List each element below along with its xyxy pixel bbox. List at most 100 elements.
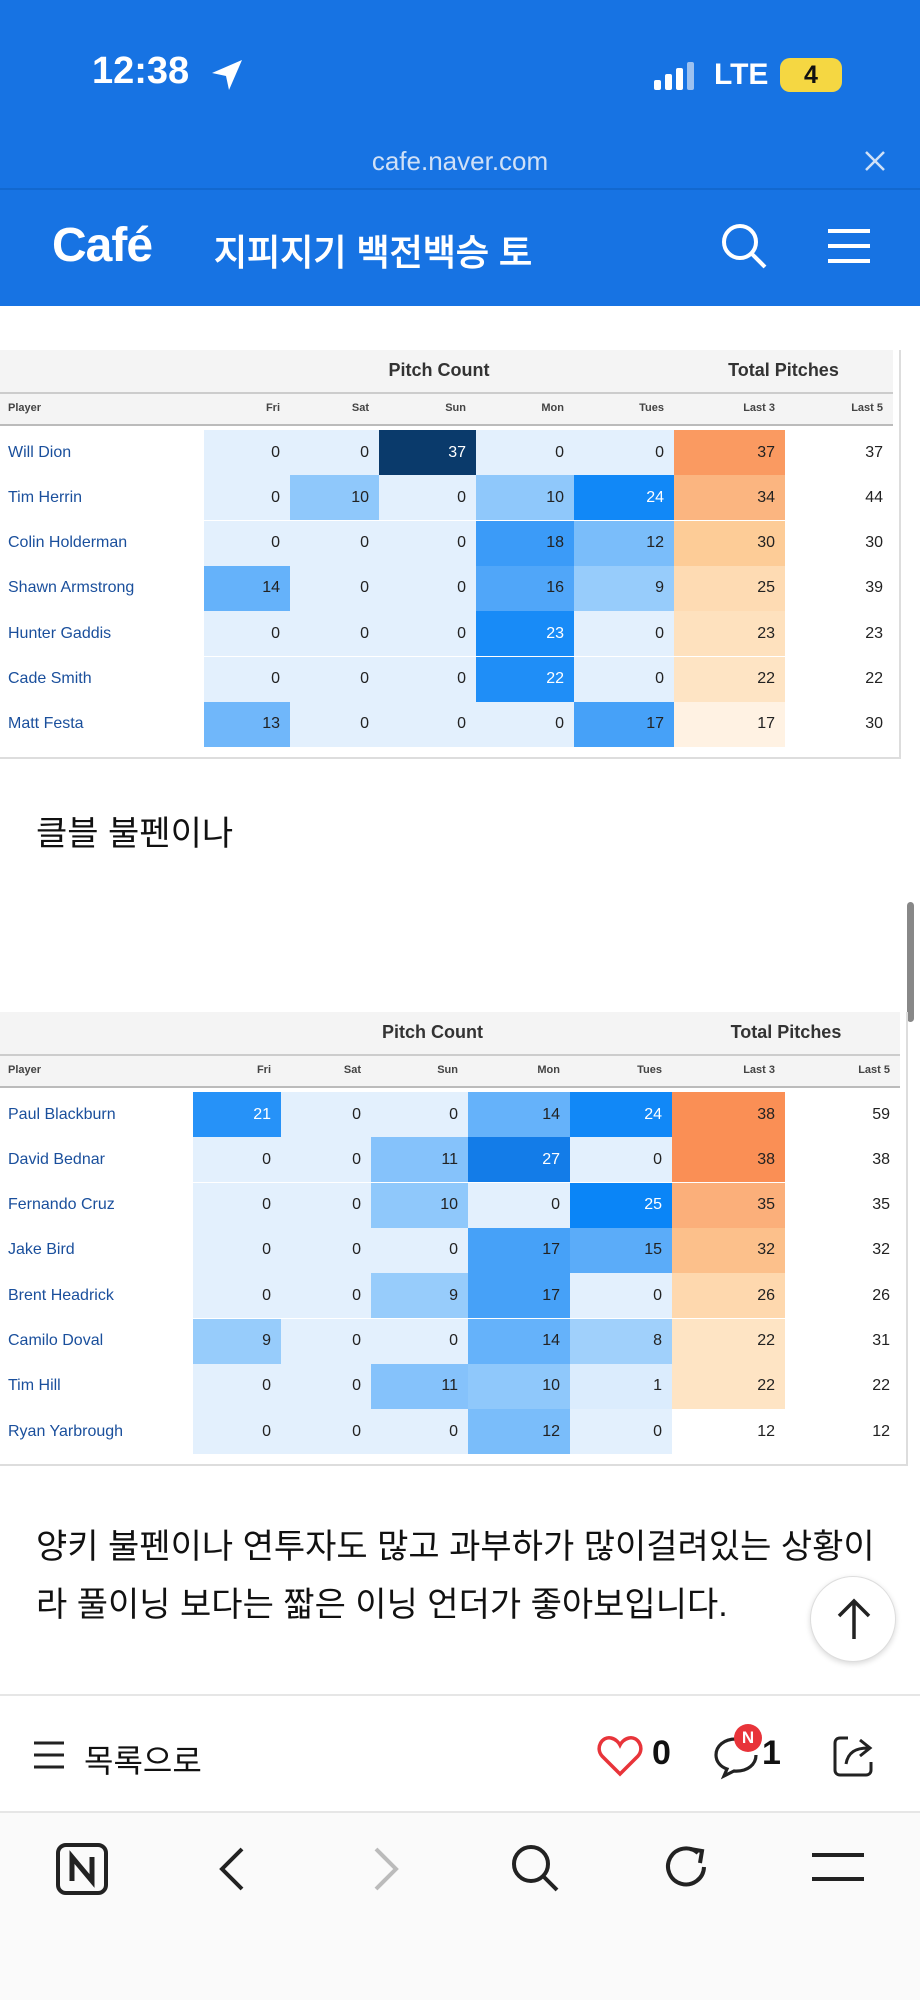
- table-cell: 44: [865, 488, 883, 506]
- table-cell: 0: [371, 1092, 468, 1137]
- table-cell: 32: [872, 1241, 890, 1259]
- cafe-title[interactable]: 지피지기 백전백승 토: [214, 232, 533, 273]
- table-cell: 0: [204, 656, 290, 702]
- table-cell: 0: [281, 1409, 371, 1455]
- table-cell: 0: [281, 1092, 371, 1137]
- table-cell: 22: [476, 656, 574, 702]
- table-cell: 12: [574, 520, 674, 566]
- player-name: Jake Bird: [8, 1241, 75, 1259]
- scroll-top-button[interactable]: [810, 1576, 896, 1662]
- column-header: Sun: [445, 402, 466, 414]
- column-header: Sat: [351, 402, 369, 414]
- table-cell: 17: [574, 701, 674, 747]
- table-cell: 21: [193, 1092, 281, 1137]
- comment-count: 1: [762, 1734, 781, 1772]
- table-cell: 37: [865, 443, 883, 461]
- table-cell: 38: [672, 1092, 785, 1137]
- table-cell: 27: [468, 1137, 570, 1183]
- table-cell: 35: [872, 1196, 890, 1214]
- column-header: Last 3: [743, 402, 775, 414]
- reload-icon[interactable]: [662, 1843, 710, 1891]
- column-header: Tues: [637, 1064, 662, 1076]
- time: 12:38: [92, 50, 190, 92]
- menu-icon[interactable]: [812, 1851, 864, 1883]
- table-cell: 22: [672, 1318, 785, 1364]
- column-header: Sun: [437, 1064, 458, 1076]
- rule: [0, 392, 893, 394]
- table-cell: 0: [371, 1409, 468, 1455]
- list-icon[interactable]: [34, 1740, 66, 1770]
- url[interactable]: cafe.naver.com: [371, 146, 549, 176]
- table-cell: 30: [674, 520, 785, 566]
- table-cell: 9: [574, 565, 674, 611]
- table-cell: 0: [193, 1363, 281, 1409]
- player-name: Ryan Yarbrough: [8, 1422, 124, 1440]
- column-header: Player: [8, 402, 42, 414]
- pitch-table: Pitch Count Total Pitches Player Fri Sat Sun M…: [0, 350, 920, 760]
- table-cell: 0: [290, 520, 379, 566]
- list-button[interactable]: 목록으로: [84, 1743, 202, 1779]
- table-header-band: [0, 350, 893, 424]
- table-cell: 59: [872, 1105, 890, 1123]
- close-icon[interactable]: [864, 150, 886, 172]
- column-header: Last 5: [858, 1064, 890, 1076]
- player-name: Tim Herrin: [8, 488, 83, 506]
- column-header: Sat: [343, 1064, 361, 1076]
- table-cell: 8: [570, 1318, 672, 1364]
- body-text: 클블 불펜이나: [36, 815, 234, 853]
- battery: 4: [780, 58, 842, 92]
- naver-home-icon[interactable]: [56, 1843, 108, 1895]
- table-cell: 0: [290, 611, 379, 657]
- like-icon[interactable]: [597, 1736, 643, 1777]
- table-cell: 0: [570, 1409, 672, 1455]
- table-cell: 0: [281, 1273, 371, 1319]
- location-icon: [212, 60, 242, 90]
- table-cell: 13: [204, 701, 290, 747]
- back-icon[interactable]: [218, 1847, 246, 1891]
- comment-badge: N: [734, 1724, 762, 1752]
- table-cell: 0: [281, 1137, 371, 1183]
- table-cell: 0: [281, 1363, 371, 1409]
- column-header: Mon: [541, 402, 564, 414]
- group-header: Total Pitches: [730, 1022, 842, 1042]
- forward-icon[interactable]: [372, 1847, 400, 1891]
- table-cell: 39: [865, 579, 883, 597]
- table-cell: 0: [379, 520, 476, 566]
- table-cell: 10: [290, 475, 379, 521]
- table-cell: 30: [865, 715, 883, 733]
- search-icon[interactable]: [720, 222, 768, 270]
- table-cell: 0: [574, 430, 674, 475]
- player-name: Fernando Cruz: [8, 1196, 115, 1214]
- table-cell: 22: [674, 656, 785, 702]
- menu-icon[interactable]: [828, 228, 870, 264]
- column-header: Mon: [537, 1064, 560, 1076]
- table-cell: 17: [468, 1273, 570, 1319]
- table-cell: 0: [281, 1318, 371, 1364]
- search-icon[interactable]: [510, 1843, 560, 1893]
- table-cell: 25: [674, 565, 785, 611]
- table-cell: 25: [570, 1182, 672, 1228]
- table-cell: 0: [193, 1273, 281, 1319]
- divider: [0, 1811, 920, 1813]
- table-cell: 32: [672, 1227, 785, 1273]
- group-header: Total Pitches: [728, 360, 839, 380]
- player-name: David Bednar: [8, 1150, 105, 1168]
- share-icon[interactable]: [832, 1734, 876, 1778]
- table-cell: 0: [379, 656, 476, 702]
- table-cell: 0: [290, 565, 379, 611]
- column-header: Last 5: [851, 402, 883, 414]
- table-cell: 17: [468, 1227, 570, 1273]
- column-header: Last 3: [743, 1064, 775, 1076]
- column-header: Fri: [256, 1064, 271, 1076]
- body-text: 양키 불펜이나 연투자도 많고 과부하가 많이걸려있는 상황이라 풀이닝 보다는…: [36, 1528, 875, 1624]
- table-cell: 0: [476, 430, 574, 475]
- comment-icon[interactable]: [714, 1736, 758, 1780]
- logo[interactable]: Café: [52, 219, 153, 272]
- table-cell: 26: [672, 1273, 785, 1319]
- table-cell: 0: [193, 1409, 281, 1455]
- table-cell: 37: [379, 430, 476, 475]
- table-cell: 0: [193, 1227, 281, 1273]
- scrollbar: [907, 902, 914, 1022]
